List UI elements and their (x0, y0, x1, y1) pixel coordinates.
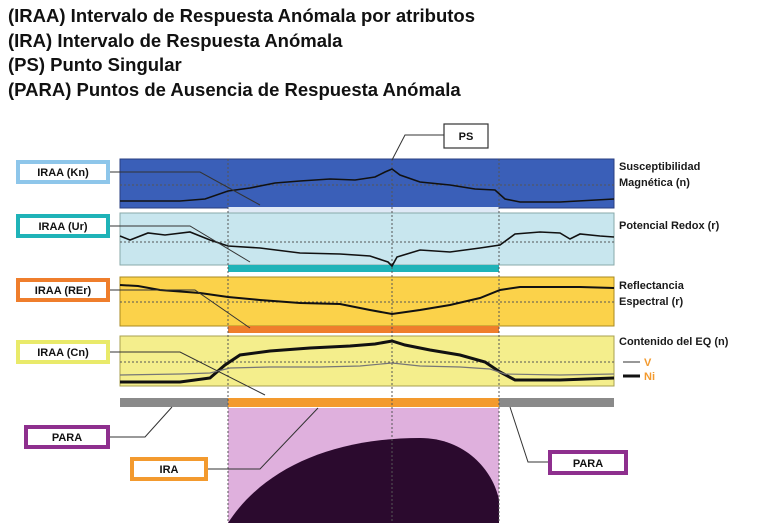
tag-iraa-kn: IRAA (Kn) (16, 160, 110, 184)
tag-iraa-rer: IRAA (REr) (16, 278, 110, 302)
tag-iraa-cn-label: IRAA (Cn) (37, 347, 89, 359)
label-cn: Contenido del EQ (n) (619, 336, 729, 348)
para-bar-left (120, 398, 228, 407)
legend: (IRAA) Intervalo de Respuesta Anómala po… (8, 4, 475, 102)
legend-ira: (IRA) Intervalo de Respuesta Anómala (8, 29, 343, 51)
label-kn-line1: Susceptibilidad (619, 161, 700, 173)
tag-para-left: PARA (24, 425, 110, 449)
series-legend: V Ni (623, 357, 655, 383)
panel-ur (119, 212, 615, 266)
panel-rer-band (228, 326, 499, 333)
panel-ur-band (228, 265, 499, 272)
tag-iraa-cn: IRAA (Cn) (16, 340, 110, 364)
para-bar-right (499, 398, 614, 407)
tag-iraa-rer-label: IRAA (REr) (35, 285, 92, 297)
curve-rer (119, 284, 615, 316)
label-ur: Potencial Redox (r) (619, 220, 720, 232)
legend-para: (PARA) Puntos de Ausencia de Respuesta A… (8, 78, 461, 100)
tag-para-right-label: PARA (573, 458, 603, 470)
tag-iraa-ur-label: IRAA (Ur) (38, 221, 87, 233)
label-rer-line1: Reflectancia (619, 280, 685, 292)
tag-ps-label: PS (459, 131, 474, 143)
legend-iraa: (IRAA) Intervalo de Respuesta Anómala po… (8, 5, 476, 26)
panel-rer (119, 276, 615, 327)
label-kn-line2: Magnética (n) (619, 177, 690, 189)
tag-iraa-ur: IRAA (Ur) (16, 214, 110, 238)
tag-para-left-label: PARA (52, 432, 82, 444)
tag-ps: PS (443, 123, 489, 149)
tag-ira: IRA (130, 457, 208, 481)
ira-bar (228, 398, 499, 407)
series-ni-label: Ni (644, 371, 655, 383)
anomaly-dome (228, 438, 499, 523)
curve-kn (120, 168, 615, 203)
panel-kn-band (228, 207, 499, 213)
tag-ira-label: IRA (160, 464, 179, 476)
tag-iraa-kn-label: IRAA (Kn) (37, 167, 89, 179)
curve-v (119, 362, 615, 376)
series-v-label: V (644, 357, 652, 369)
curve-ur (119, 231, 615, 268)
legend-ps: (PS) Punto Singular (8, 54, 182, 75)
tag-para-right: PARA (548, 450, 628, 475)
label-rer-line2: Espectral (r) (619, 296, 684, 308)
panel-labels: Susceptibilidad Magnética (n) Potencial … (619, 161, 729, 348)
